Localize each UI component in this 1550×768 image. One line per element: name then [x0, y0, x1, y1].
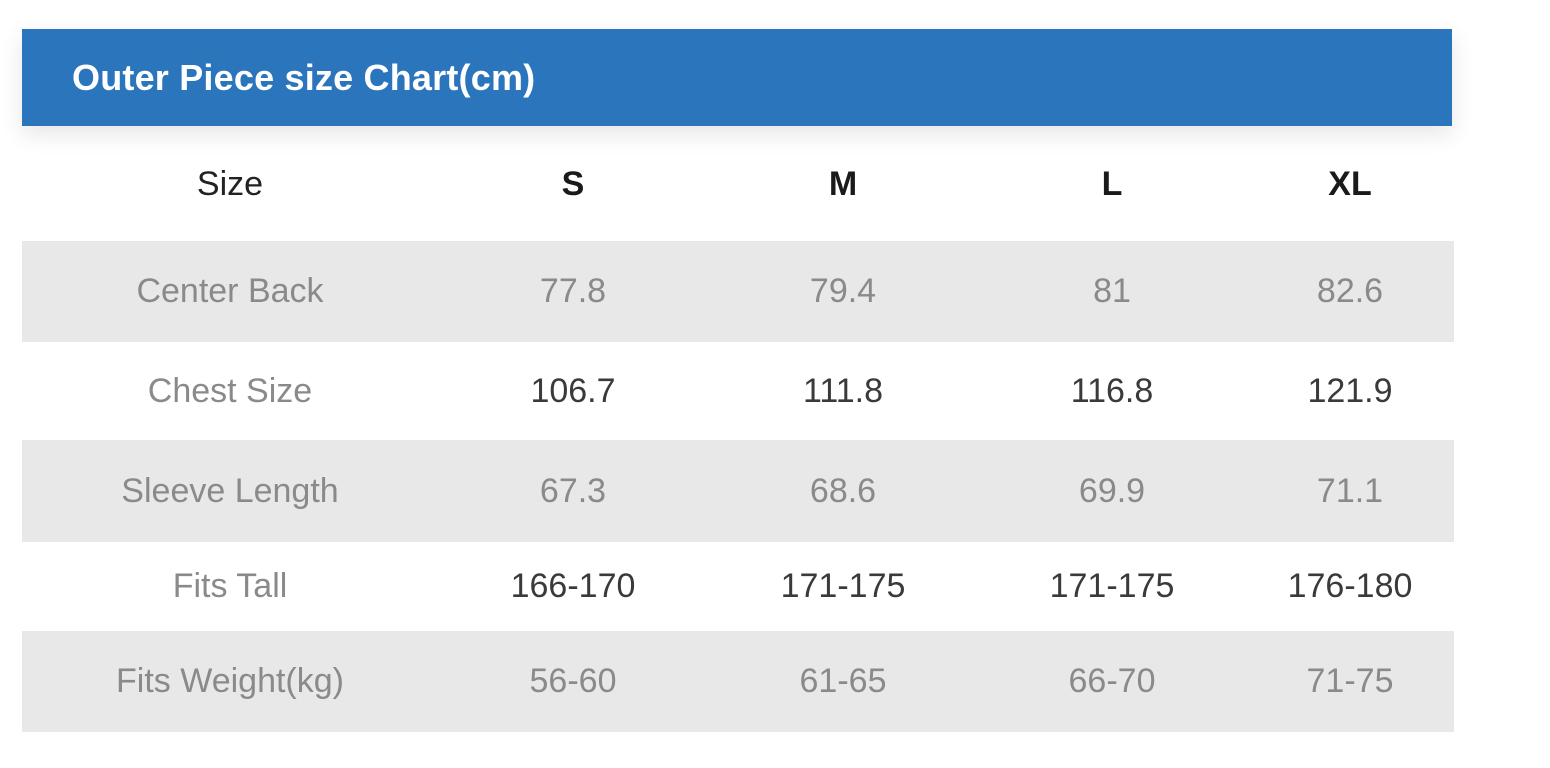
table-cell: 79.4	[708, 241, 978, 342]
column-header-l: L	[1101, 165, 1123, 203]
table-row: Center Back 77.8 79.4 81 82.6	[22, 241, 1454, 342]
row-label: Sleeve Length	[22, 440, 438, 542]
column-header-s: S	[561, 165, 585, 203]
table-row: Sleeve Length 67.3 68.6 69.9 71.1	[22, 440, 1454, 542]
row-label: Fits Tall	[22, 542, 438, 631]
table-cell: 61-65	[708, 631, 978, 732]
table-cell: 176-180	[1246, 542, 1454, 631]
table-cell: 171-175	[978, 542, 1246, 631]
table-cell: 71.1	[1246, 440, 1454, 542]
table-cell: 82.6	[1246, 241, 1454, 342]
table-cell: 71-75	[1246, 631, 1454, 732]
title-bar: Outer Piece size Chart(cm)	[22, 29, 1452, 126]
table-cell: 121.9	[1246, 342, 1454, 440]
table-cell: 77.8	[438, 241, 708, 342]
table-cell: 68.6	[708, 440, 978, 542]
table-header-row: Size S M L XL	[22, 128, 1454, 241]
table-cell: 81	[978, 241, 1246, 342]
table-cell: 111.8	[708, 342, 978, 440]
row-label: Chest Size	[22, 342, 438, 440]
table-cell: 67.3	[438, 440, 708, 542]
table-cell: 56-60	[438, 631, 708, 732]
chart-title: Outer Piece size Chart(cm)	[72, 56, 536, 98]
table-cell: 171-175	[708, 542, 978, 631]
column-header-size: Size	[196, 165, 264, 203]
table-row: Fits Tall 166-170 171-175 171-175 176-18…	[22, 542, 1454, 631]
table-cell: 66-70	[978, 631, 1246, 732]
table-row: Fits Weight(kg) 56-60 61-65 66-70 71-75	[22, 631, 1454, 732]
table-cell: 166-170	[438, 542, 708, 631]
table-row: Chest Size 106.7 111.8 116.8 121.9	[22, 342, 1454, 440]
size-table: Size S M L XL Center Back 77.8 79.4 81 8…	[22, 128, 1454, 732]
column-header-xl: XL	[1328, 165, 1372, 203]
row-label: Center Back	[22, 241, 438, 342]
table-cell: 116.8	[978, 342, 1246, 440]
table-cell: 69.9	[978, 440, 1246, 542]
column-header-m: M	[828, 165, 858, 203]
row-label: Fits Weight(kg)	[22, 631, 438, 732]
table-cell: 106.7	[438, 342, 708, 440]
